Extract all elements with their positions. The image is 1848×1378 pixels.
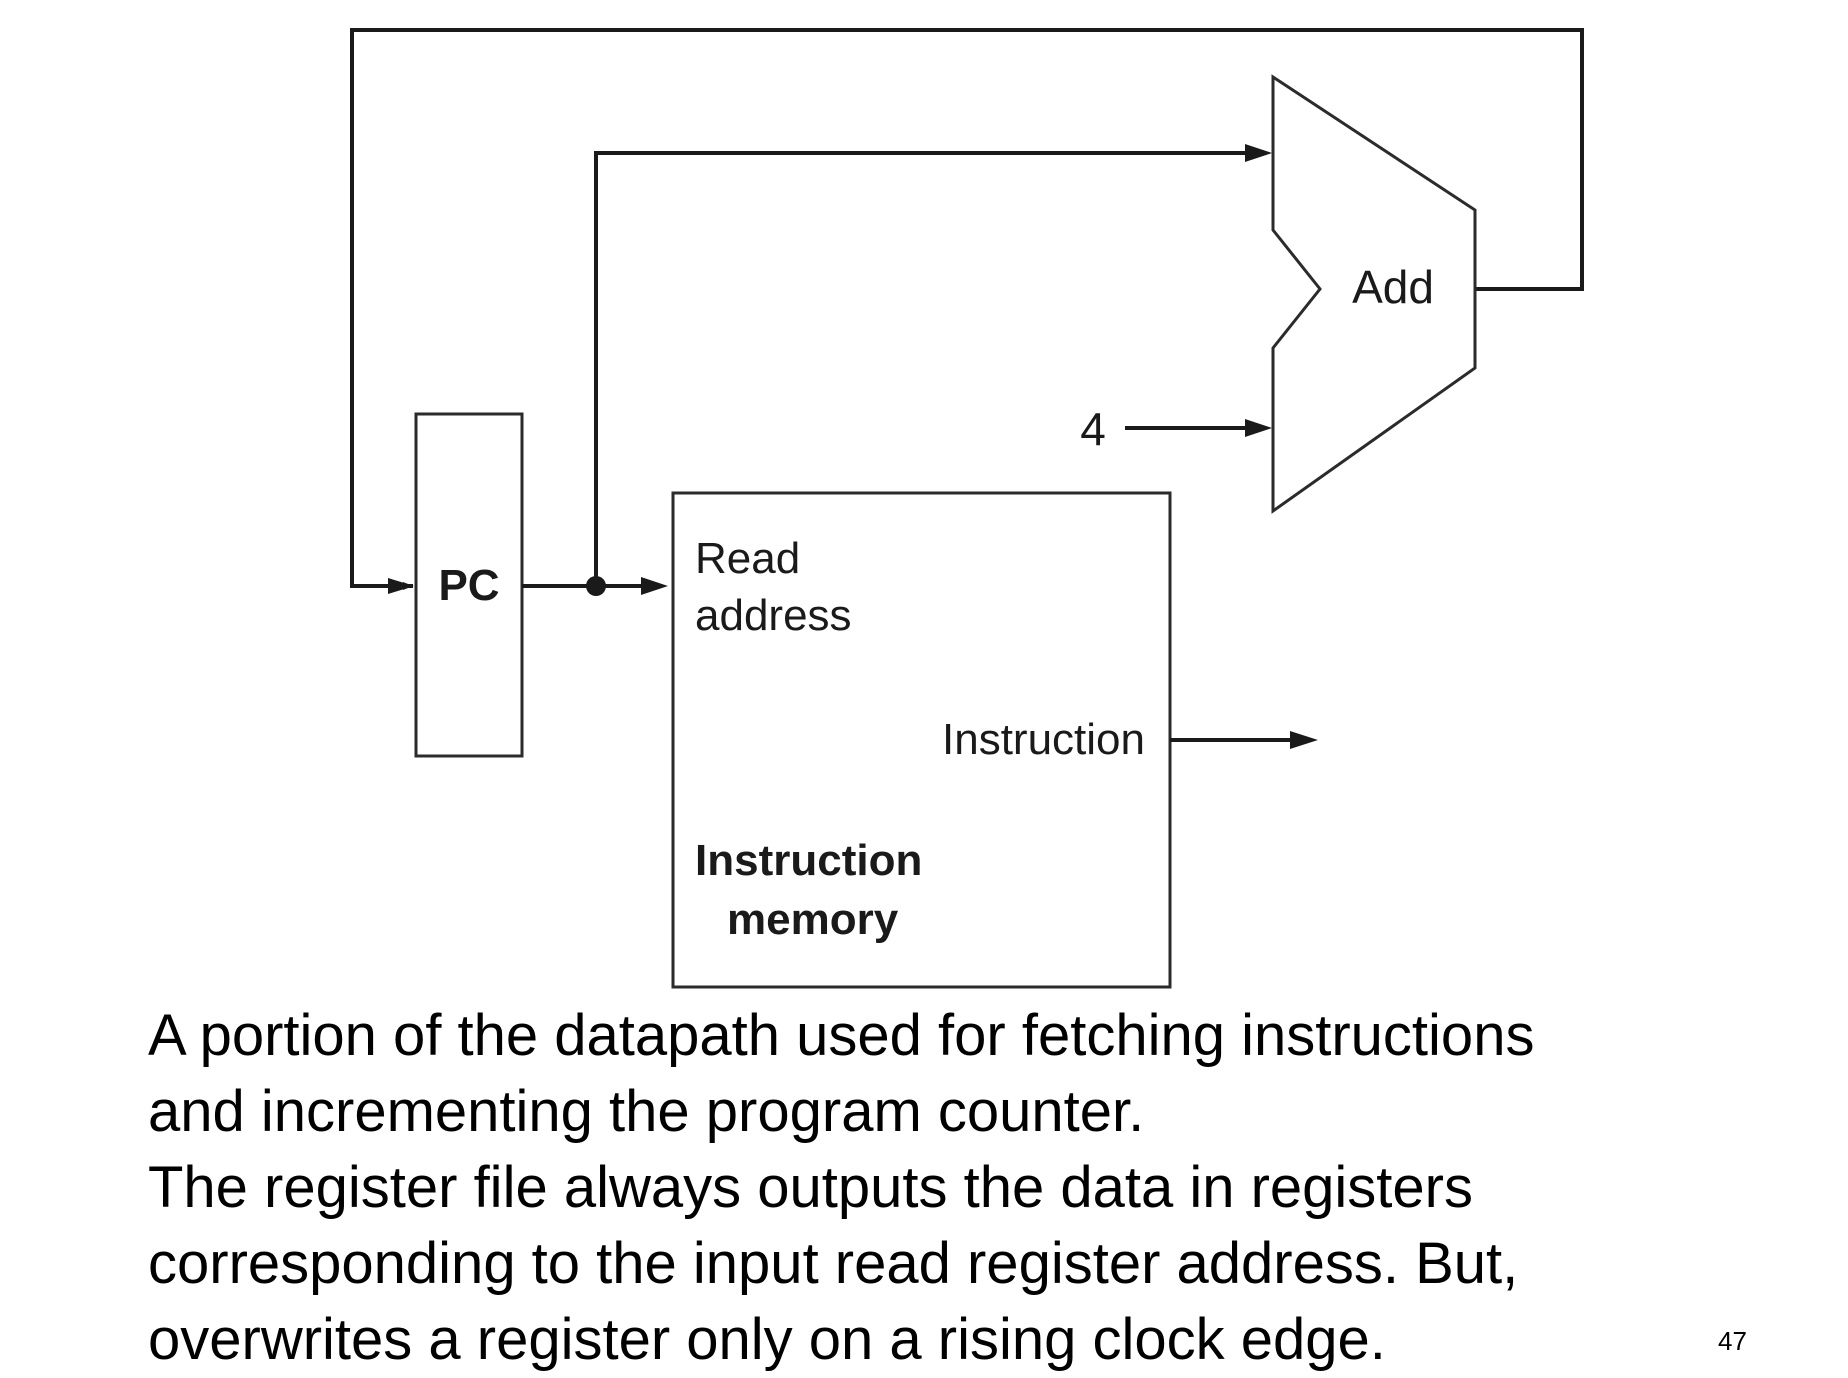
adder-to-pc-feedback-wire [350,28,1584,590]
pc-label: PC [438,561,499,610]
caption-line: The register file always outputs the dat… [148,1155,1473,1220]
caption-text: A portion of the datapath used for fetch… [148,998,1708,1378]
adder-input-b-arrowhead [1245,419,1272,437]
slide-number: 47 [1718,1326,1747,1356]
caption-line: overwrites a register only on a rising c… [148,1307,1386,1372]
adder-label: Add [1352,261,1434,313]
caption-line: and incrementing the program counter. [148,1079,1145,1144]
pc-input-arrowhead [388,578,414,594]
caption-line: A portion of the datapath used for fetch… [148,1003,1535,1068]
read-address-label-line2: address [695,591,852,640]
adder-unit [1271,74,1477,514]
instruction-output-arrowhead [1290,731,1318,749]
read-address-label-line1: Read [695,534,800,583]
adder-input-a-arrowhead [1245,144,1272,162]
pc-register [414,412,524,758]
constant-four-label: 4 [1080,403,1106,455]
instruction-output-label: Instruction [942,715,1145,764]
instruction-memory-block [671,491,1172,989]
caption-line: corresponding to the input read register… [148,1231,1519,1296]
memory-input-arrowhead [641,577,668,595]
pc-to-adder-wire [594,151,1250,586]
memory-title-line1: Instruction [695,836,922,885]
memory-title-line2: memory [727,895,899,944]
